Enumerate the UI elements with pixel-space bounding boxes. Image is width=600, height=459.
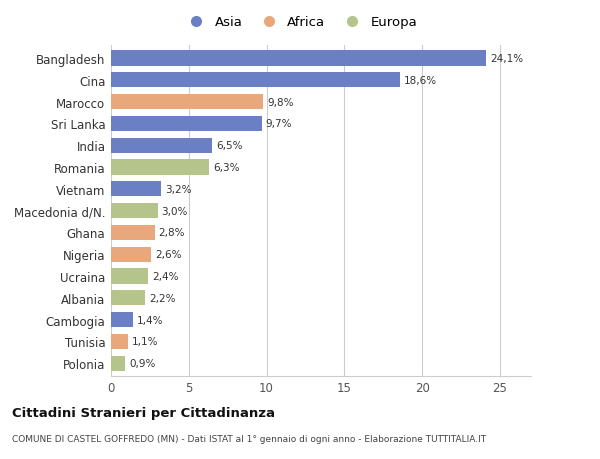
Text: Cittadini Stranieri per Cittadinanza: Cittadini Stranieri per Cittadinanza xyxy=(12,406,275,419)
Bar xyxy=(111,138,212,153)
Bar xyxy=(111,334,128,349)
Bar xyxy=(111,312,133,327)
Text: 0,9%: 0,9% xyxy=(129,358,155,368)
Bar xyxy=(111,182,161,197)
Bar xyxy=(111,356,125,371)
Bar xyxy=(111,225,155,241)
Text: COMUNE DI CASTEL GOFFREDO (MN) - Dati ISTAT al 1° gennaio di ogni anno - Elabora: COMUNE DI CASTEL GOFFREDO (MN) - Dati IS… xyxy=(12,434,486,443)
Text: 9,7%: 9,7% xyxy=(266,119,292,129)
Bar xyxy=(111,160,209,175)
Bar xyxy=(111,95,263,110)
Text: 6,3%: 6,3% xyxy=(213,162,239,173)
Text: 6,5%: 6,5% xyxy=(216,141,242,151)
Text: 1,4%: 1,4% xyxy=(137,315,163,325)
Text: 2,2%: 2,2% xyxy=(149,293,176,303)
Text: 1,1%: 1,1% xyxy=(132,336,158,347)
Text: 24,1%: 24,1% xyxy=(490,54,523,64)
Text: 2,4%: 2,4% xyxy=(152,271,179,281)
Text: 18,6%: 18,6% xyxy=(404,76,437,86)
Legend: Asia, Africa, Europa: Asia, Africa, Europa xyxy=(178,11,422,35)
Text: 9,8%: 9,8% xyxy=(268,97,294,107)
Text: 3,0%: 3,0% xyxy=(161,206,188,216)
Text: 3,2%: 3,2% xyxy=(164,185,191,195)
Bar xyxy=(111,291,145,306)
Bar xyxy=(111,247,151,262)
Bar xyxy=(111,117,262,132)
Bar xyxy=(111,73,400,88)
Bar xyxy=(111,203,158,219)
Text: 2,6%: 2,6% xyxy=(155,250,182,260)
Text: 2,8%: 2,8% xyxy=(158,228,185,238)
Bar xyxy=(111,51,486,67)
Bar xyxy=(111,269,148,284)
